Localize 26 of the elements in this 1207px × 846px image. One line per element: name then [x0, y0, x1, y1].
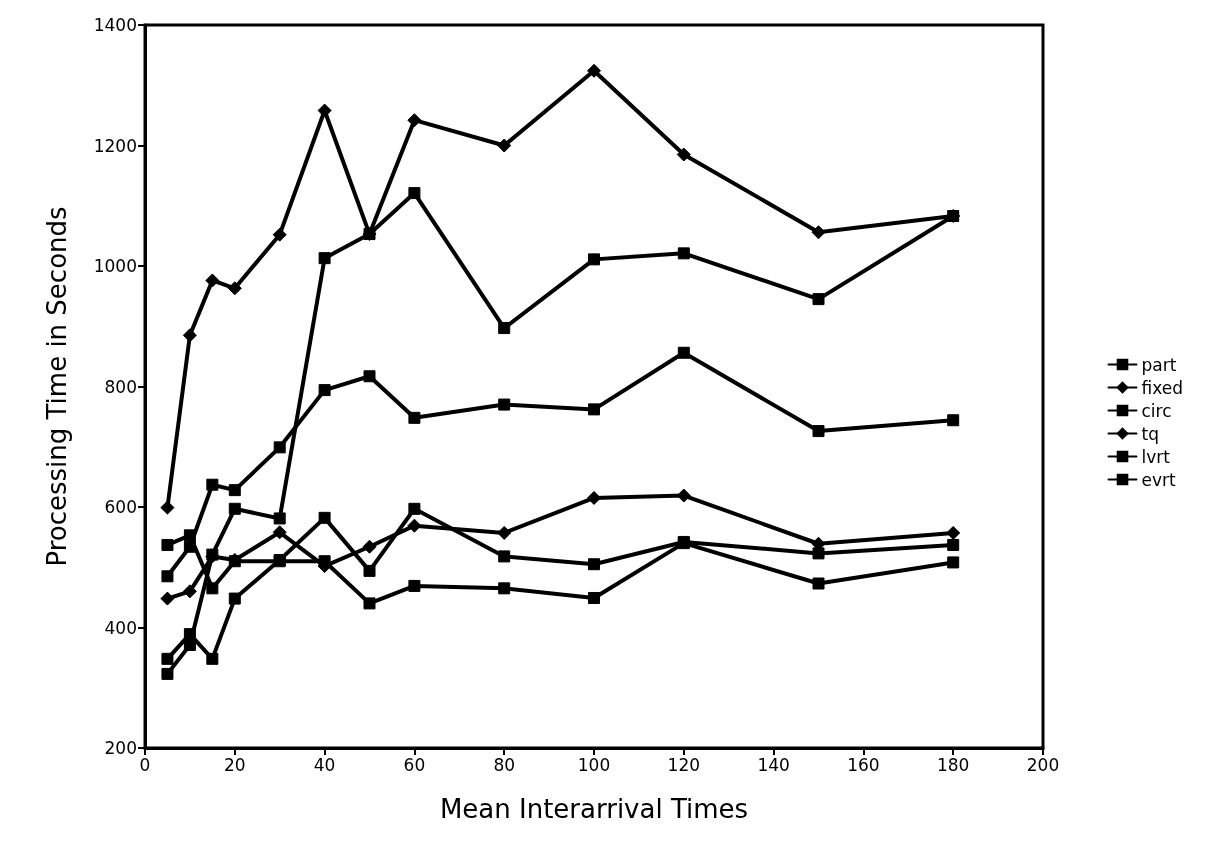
- y-tick-label: 400: [104, 617, 137, 638]
- x-tick-label: 60: [403, 754, 426, 775]
- x-tick-label: 140: [757, 754, 790, 775]
- y-tick-label: 1000: [93, 256, 137, 276]
- y-tick-label: 200: [104, 738, 137, 758]
- legend-label: fixed: [1141, 377, 1183, 398]
- legend-label: evrt: [1141, 469, 1177, 490]
- y-tick-label: 1200: [93, 135, 137, 156]
- legend-label: lvrt: [1141, 446, 1171, 467]
- legend-label: part: [1141, 354, 1177, 375]
- y-axis-title: Processing Time in Seconds: [42, 206, 72, 567]
- y-tick-label: 800: [104, 376, 137, 397]
- x-tick-label: 80: [493, 754, 516, 775]
- x-tick-label: 180: [936, 754, 970, 775]
- x-tick-label: 40: [313, 754, 336, 775]
- x-tick-label: 20: [223, 754, 246, 775]
- legend-label: tq: [1141, 423, 1159, 444]
- y-tick-label: 1400: [93, 15, 137, 35]
- x-tick-label: 120: [667, 754, 701, 775]
- x-axis-title: Mean Interarrival Times: [439, 794, 749, 824]
- y-tick-label: 600: [104, 497, 137, 517]
- x-tick-label: 200: [1026, 754, 1060, 775]
- x-tick-label: 0: [139, 754, 151, 775]
- x-tick-label: 160: [847, 754, 880, 775]
- legend-label: circ: [1141, 400, 1172, 421]
- x-tick-label: 100: [577, 754, 611, 775]
